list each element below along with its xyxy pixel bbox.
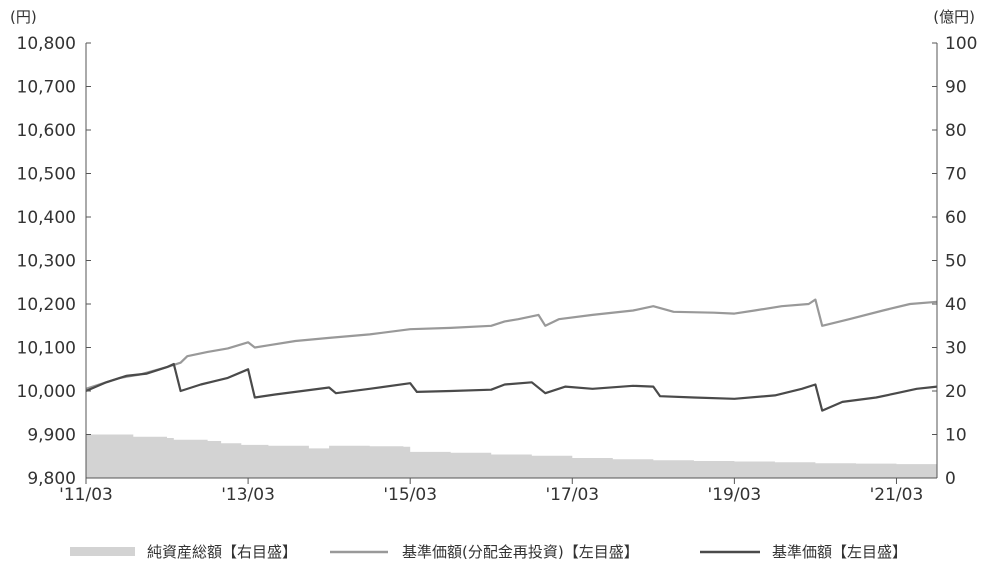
y-right-tick-label: 70 bbox=[945, 165, 967, 185]
y-right-tick-label: 60 bbox=[945, 208, 967, 228]
y-left-tick-label: 9,800 bbox=[27, 469, 76, 489]
x-tick-label: '17/03 bbox=[545, 485, 599, 505]
series-net-assets-area bbox=[86, 434, 937, 478]
tick-labels: 9,800 9,900 10,000 10,100 10,200 10,300 10,400… bbox=[17, 34, 978, 505]
legend-label-net-assets: 純資産総額【右目盛】 bbox=[147, 543, 297, 561]
y-left-tick-label: 9,900 bbox=[27, 426, 76, 446]
y-left-tick-label: 10,300 bbox=[17, 252, 76, 272]
y-left-tick-label: 10,700 bbox=[17, 78, 76, 98]
legend-item-nav: 基準価額【左目盛】 bbox=[700, 543, 907, 561]
legend: 純資産総額【右目盛】 基準価額(分配金再投資)【左目盛】 基準価額【左目盛】 bbox=[70, 543, 907, 561]
y-left-tick-label: 10,200 bbox=[17, 295, 76, 315]
y-left-tick-label: 10,600 bbox=[17, 121, 76, 141]
left-unit-label: (円) bbox=[10, 8, 37, 26]
legend-label-nav-reinvested: 基準価額(分配金再投資)【左目盛】 bbox=[402, 543, 639, 561]
y-right-tick-label: 40 bbox=[945, 295, 967, 315]
x-tick-label: '13/03 bbox=[221, 485, 275, 505]
right-unit-label: (億円) bbox=[933, 8, 975, 26]
plot-area bbox=[85, 298, 938, 478]
y-left-tick-label: 10,800 bbox=[17, 34, 76, 54]
y-left-tick-label: 10,000 bbox=[17, 382, 76, 402]
axes bbox=[85, 42, 938, 484]
y-right-tick-label: 10 bbox=[945, 426, 967, 446]
y-right-tick-label: 0 bbox=[945, 469, 956, 489]
y-right-tick-label: 50 bbox=[945, 252, 967, 272]
y-right-tick-label: 100 bbox=[945, 34, 977, 54]
y-right-tick-label: 30 bbox=[945, 339, 967, 359]
y-right-tick-label: 80 bbox=[945, 121, 967, 141]
legend-label-nav: 基準価額【左目盛】 bbox=[772, 543, 907, 561]
y-right-tick-label: 90 bbox=[945, 78, 967, 98]
x-tick-label: '11/03 bbox=[59, 485, 113, 505]
series-nav-reinvested-line bbox=[85, 298, 938, 390]
x-tick-label: '19/03 bbox=[708, 485, 762, 505]
y-left-tick-label: 10,500 bbox=[17, 165, 76, 185]
legend-item-net-assets: 純資産総額【右目盛】 bbox=[70, 543, 297, 561]
x-tick-label: '15/03 bbox=[383, 485, 437, 505]
series-nav-line bbox=[85, 362, 938, 412]
y-left-tick-label: 10,400 bbox=[17, 208, 76, 228]
legend-swatch-net-assets bbox=[70, 547, 135, 556]
y-right-tick-label: 20 bbox=[945, 382, 967, 402]
x-tick-label: '21/03 bbox=[870, 485, 924, 505]
legend-item-nav-reinvested: 基準価額(分配金再投資)【左目盛】 bbox=[330, 543, 639, 561]
y-left-tick-label: 10,100 bbox=[17, 339, 76, 359]
